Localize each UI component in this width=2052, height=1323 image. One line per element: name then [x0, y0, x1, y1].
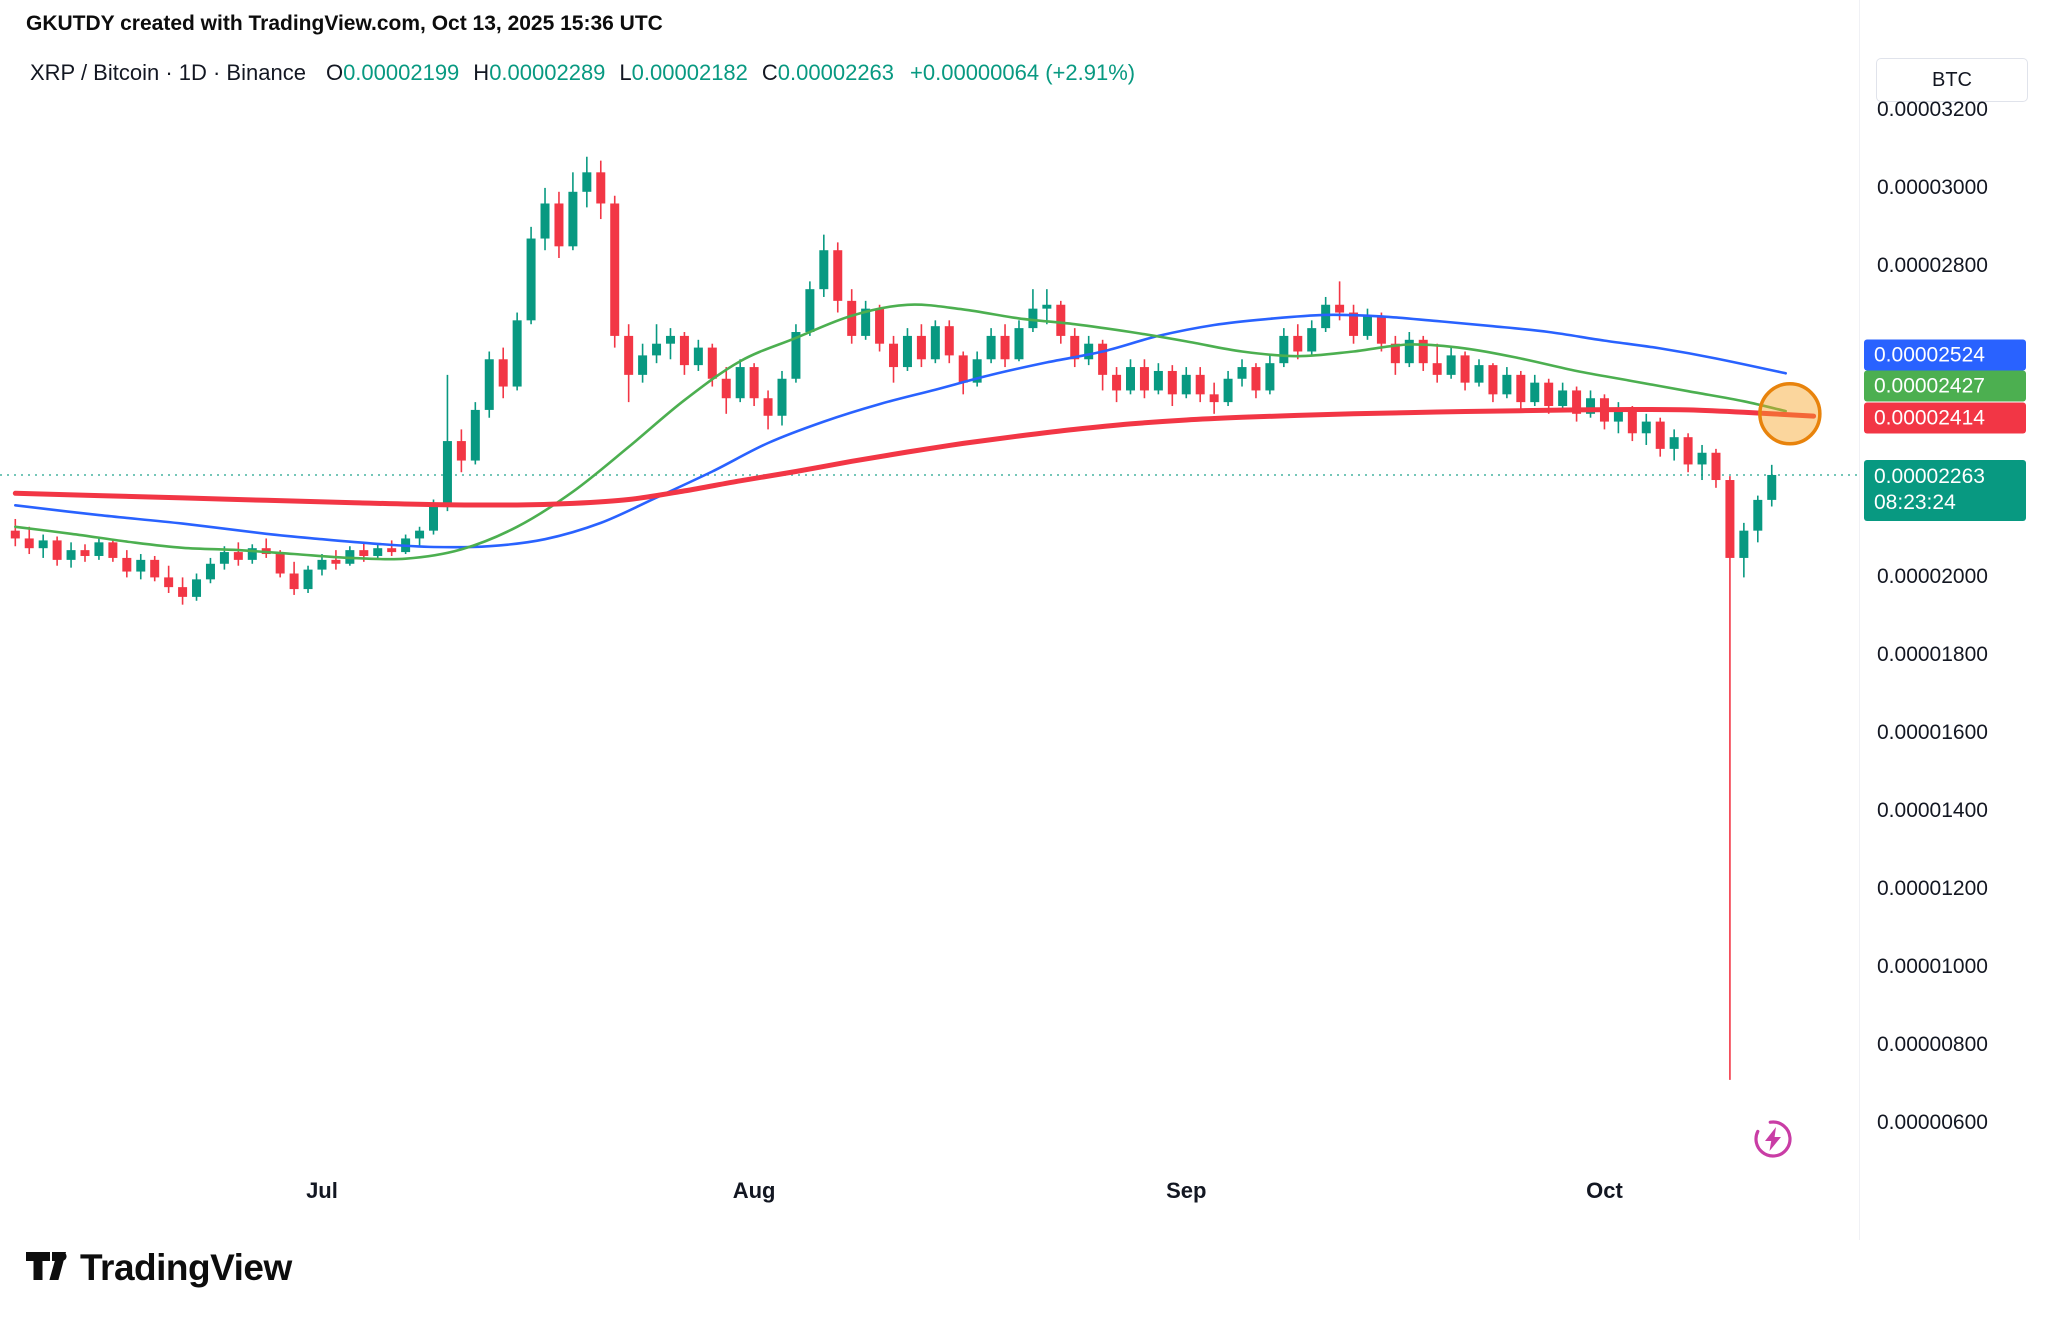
- low-value: 0.00002182: [631, 60, 748, 85]
- tradingview-logo-icon: [24, 1248, 68, 1289]
- ohlc-close: C0.00002263: [762, 60, 894, 86]
- brand-name: TradingView: [80, 1247, 292, 1288]
- last-price-value: 0.00002263: [1874, 464, 1985, 488]
- price-tick-label: 0.00000800: [1877, 1032, 1988, 1056]
- price-tick-label: 0.00002000: [1877, 565, 1988, 589]
- high-label: H: [473, 60, 490, 85]
- price-tick-label: 0.00001400: [1877, 799, 1988, 823]
- ma-green-line: [14, 303, 1787, 561]
- price-tick-label: 0.00002800: [1877, 253, 1988, 277]
- price-tick-label: 0.00001000: [1877, 954, 1988, 978]
- ma-price-label-green: 0.00002427: [1864, 370, 2026, 402]
- candles-layer: [10, 156, 1777, 1080]
- price-tick-label: 0.00001800: [1877, 643, 1988, 667]
- price-tick-label: 0.00001600: [1877, 721, 1988, 745]
- close-label: C: [761, 60, 778, 85]
- currency-unit-button[interactable]: BTC: [1876, 58, 2028, 102]
- ohlc-high: H0.00002289: [473, 60, 605, 86]
- price-tick-label: 0.00003000: [1877, 175, 1988, 199]
- chart-legend: XRP / Bitcoin · 1D · Binance O0.00002199…: [30, 60, 1135, 86]
- month-label-oct: Oct: [1586, 1178, 1623, 1203]
- footer-brand[interactable]: TradingView: [24, 1242, 292, 1294]
- last-price-label: 0.00002263 08:23:24: [1864, 459, 2026, 521]
- candlestick-chart[interactable]: [0, 0, 2052, 1240]
- ma-price-label-red: 0.00002414: [1864, 402, 2026, 434]
- flash-boost-icon[interactable]: [1750, 1116, 1796, 1162]
- change-value: +0.00000064 (+2.91%): [910, 60, 1136, 85]
- open-value: 0.00002199: [343, 60, 460, 85]
- symbol-title[interactable]: XRP / Bitcoin · 1D · Binance: [30, 60, 306, 85]
- bar-close-countdown: 08:23:24: [1874, 490, 1956, 514]
- price-tick-label: 0.00001200: [1877, 877, 1988, 900]
- ohlc-open: O0.00002199: [326, 60, 459, 86]
- annotation-circle[interactable]: [1758, 382, 1822, 446]
- low-label: L: [619, 60, 632, 85]
- ma-red-line: [12, 407, 1817, 508]
- ma-price-label-blue: 0.00002524: [1864, 339, 2026, 371]
- month-label-aug: Aug: [732, 1178, 776, 1203]
- price-tick-label: 0.00000600: [1877, 1110, 1988, 1134]
- ma-blue-line: [14, 313, 1787, 549]
- close-value: 0.00002263: [777, 60, 895, 85]
- open-label: O: [325, 60, 344, 85]
- month-label-sep: Sep: [1166, 1178, 1207, 1203]
- moving-average-lines: [12, 303, 1817, 561]
- attribution-text: GKUTDY created with TradingView.com, Oct…: [26, 12, 663, 35]
- month-label-jul: Jul: [306, 1178, 338, 1203]
- price-tick-label: 0.00003200: [1877, 98, 1988, 121]
- ohlc-low: L0.00002182: [619, 60, 747, 86]
- high-value: 0.00002289: [489, 60, 606, 85]
- price-scale[interactable]: BTC 0.00003200 0.00003000 0.00002800 0.0000…: [1859, 0, 2052, 1240]
- time-axis[interactable]: Jul Aug Sep Oct: [0, 1164, 1859, 1216]
